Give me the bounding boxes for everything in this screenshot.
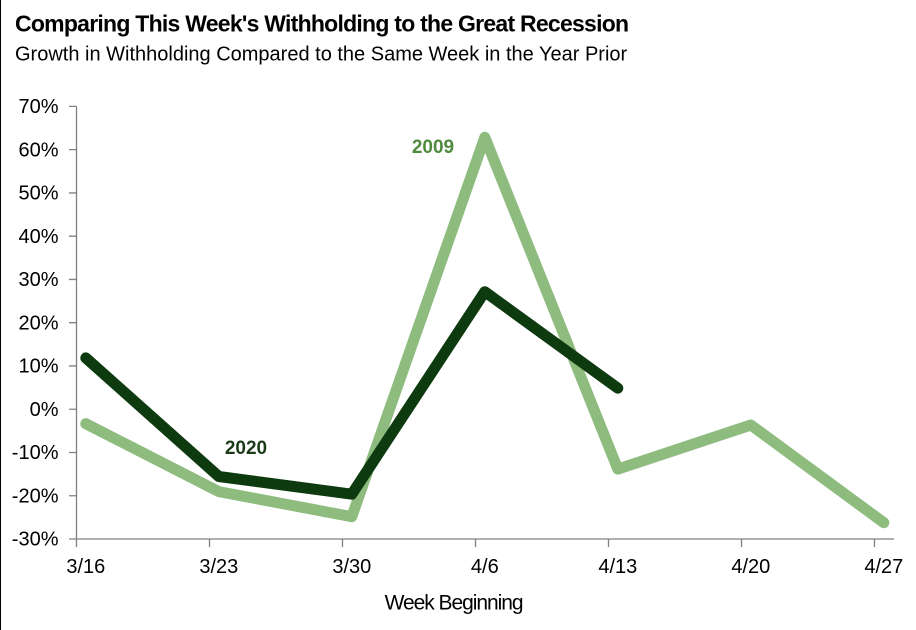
svg-text:4/13: 4/13 <box>598 556 637 578</box>
svg-text:-10%: -10% <box>12 442 59 464</box>
svg-text:60%: 60% <box>18 139 58 161</box>
svg-text:30%: 30% <box>18 269 58 291</box>
svg-text:Growth in Withholding Compared: Growth in Withholding Compared to the Sa… <box>15 43 628 65</box>
svg-text:10%: 10% <box>18 356 58 378</box>
svg-text:70%: 70% <box>18 96 58 118</box>
svg-text:20%: 20% <box>18 312 58 334</box>
svg-text:3/23: 3/23 <box>199 556 238 578</box>
svg-text:Week Beginning: Week Beginning <box>385 592 523 615</box>
svg-text:2009: 2009 <box>412 137 454 158</box>
svg-text:4/20: 4/20 <box>731 556 770 578</box>
svg-text:50%: 50% <box>18 183 58 205</box>
svg-text:40%: 40% <box>18 226 58 248</box>
svg-text:-30%: -30% <box>12 529 59 551</box>
svg-text:3/30: 3/30 <box>332 556 371 578</box>
svg-text:Comparing This Week's Withhold: Comparing This Week's Withholding to the… <box>15 11 628 37</box>
svg-text:4/6: 4/6 <box>471 556 499 578</box>
svg-text:0%: 0% <box>30 399 59 421</box>
svg-text:-20%: -20% <box>12 485 59 507</box>
svg-text:2020: 2020 <box>225 438 267 459</box>
svg-text:4/27: 4/27 <box>864 556 903 578</box>
svg-text:3/16: 3/16 <box>66 556 105 578</box>
